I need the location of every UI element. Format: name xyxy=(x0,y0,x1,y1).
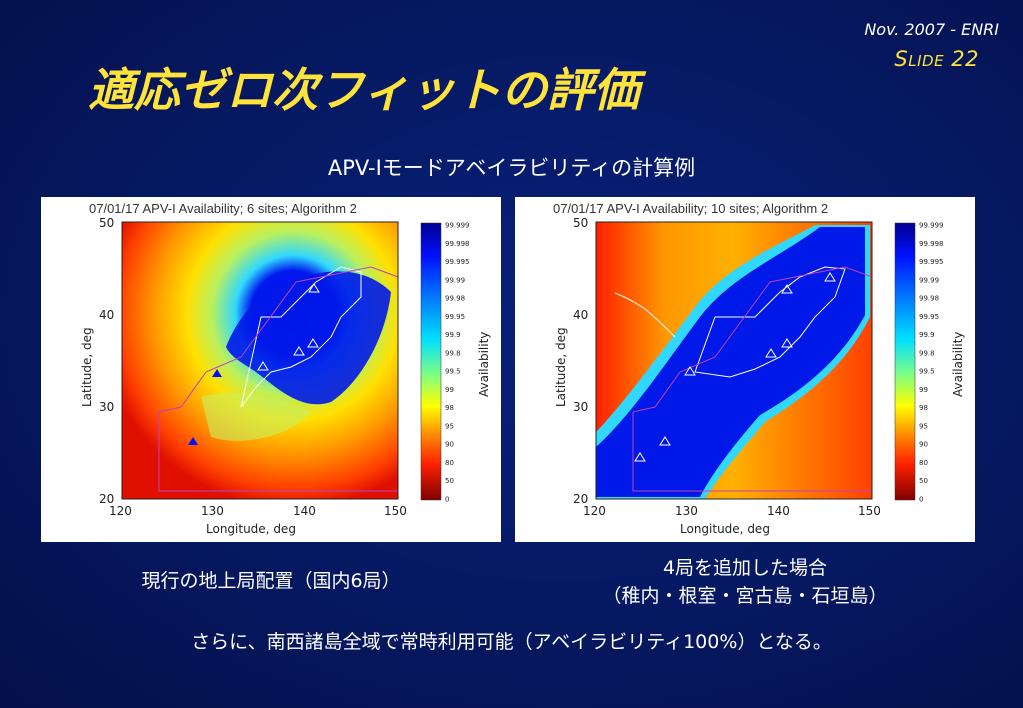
colorbar-tick-label: 99.998 xyxy=(445,240,470,248)
caption-current-stations: 現行の地上局配置（国内6局） xyxy=(41,567,501,595)
x-tick: 120 xyxy=(583,504,606,518)
colorbar-tick-label: 99.8 xyxy=(445,349,461,357)
colorbar-tick-label: 95 xyxy=(445,422,454,430)
slide-subtitle: APV-Iモードアベイラビリティの計算例 xyxy=(327,156,696,180)
caption-line: （稚内・根室・宮古島・石垣島） xyxy=(602,585,888,607)
y-tick: 20 xyxy=(573,492,588,506)
colorbar-tick-label: 99.5 xyxy=(445,368,461,376)
colorbar-tick-label: 99 xyxy=(919,386,928,394)
x-tick: 140 xyxy=(293,504,316,518)
slide-date: Nov. 2007 - ENRI xyxy=(864,20,999,39)
colorbar-tick-label: 99.995 xyxy=(919,258,944,266)
colorbar-tick-label: 99.95 xyxy=(445,313,465,321)
colorbar-tick-label: 99.5 xyxy=(919,368,935,376)
map-title: 07/01/17 APV-I Availability; 10 sites; A… xyxy=(553,201,828,216)
slide-number-prefix: S xyxy=(894,47,909,71)
colorbar-label: Availability xyxy=(477,332,491,397)
colorbar-tick-label: 99.998 xyxy=(919,240,944,248)
x-axis-label: Longitude, deg xyxy=(206,522,296,536)
slide-footer: さらに、南西諸島全域で常時利用可能（アベイラビリティ100%）となる。 xyxy=(191,631,832,653)
colorbar-tick-label: 98 xyxy=(919,404,928,412)
y-tick: 50 xyxy=(99,216,114,230)
colorbar-ticks: 99.999 99.998 99.995 99.99 99.98 99.95 99.9 99.… xyxy=(445,222,470,504)
y-tick: 30 xyxy=(573,400,588,414)
availability-map-1: 07/01/17 APV-I Availability; 6 sites; Al… xyxy=(80,201,491,536)
availability-map-panel-2: 07/01/17 APV-I Availability; 10 sites; A… xyxy=(515,197,975,542)
x-tick: 120 xyxy=(109,504,132,518)
y-tick: 40 xyxy=(573,308,588,322)
colorbar-tick-label: 0 xyxy=(919,496,923,504)
y-axis-label: Latitude, deg xyxy=(554,327,568,407)
colorbar-tick-label: 99.98 xyxy=(919,295,939,303)
x-tick: 150 xyxy=(384,504,407,518)
colorbar-tick-label: 99.999 xyxy=(445,222,470,230)
colorbar-tick-label: 99.99 xyxy=(919,276,939,284)
colorbar-tick-label: 50 xyxy=(445,477,454,485)
colorbar-tick-label: 90 xyxy=(445,441,454,449)
colorbar-tick-label: 99.8 xyxy=(919,349,935,357)
colorbar-label: Availability xyxy=(951,332,965,397)
x-tick: 130 xyxy=(675,504,698,518)
availability-map-2: 07/01/17 APV-I Availability; 10 sites; A… xyxy=(553,201,965,536)
colorbar-tick-label: 80 xyxy=(919,459,928,467)
colorbar-tick-label: 99.98 xyxy=(445,295,465,303)
colorbar-tick-label: 99.9 xyxy=(445,331,461,339)
slide-number: SLIDE 22 xyxy=(894,47,979,71)
availability-map-panel-1: 07/01/17 APV-I Availability; 6 sites; Al… xyxy=(41,197,501,542)
slide-number-prefix-small: LIDE xyxy=(908,52,945,70)
colorbar-tick-label: 98 xyxy=(445,404,454,412)
colorbar-tick-label: 90 xyxy=(919,441,928,449)
colorbar-tick-label: 99.99 xyxy=(445,276,465,284)
colorbar-tick-label: 50 xyxy=(919,477,928,485)
x-axis-label: Longitude, deg xyxy=(680,522,770,536)
colorbar-tick-label: 99 xyxy=(445,386,454,394)
colorbar-tick-label: 99.999 xyxy=(919,222,944,230)
y-tick: 50 xyxy=(573,216,588,230)
x-tick: 140 xyxy=(767,504,790,518)
x-tick: 150 xyxy=(858,504,881,518)
y-tick: 40 xyxy=(99,308,114,322)
colorbar-tick-label: 99.995 xyxy=(445,258,470,266)
slide-title: 適応ゼロ次フィットの評価 xyxy=(88,63,640,117)
colorbar-tick-label: 99.9 xyxy=(919,331,935,339)
colorbar-tick-label: 0 xyxy=(445,496,449,504)
slide-number-value: 22 xyxy=(951,47,979,71)
caption-line: 現行の地上局配置（国内6局） xyxy=(141,570,401,592)
y-tick: 30 xyxy=(99,400,114,414)
map-title: 07/01/17 APV-I Availability; 6 sites; Al… xyxy=(89,201,357,216)
x-tick: 130 xyxy=(201,504,224,518)
caption-line: 4局を追加した場合 xyxy=(662,557,828,579)
colorbar-tick-label: 95 xyxy=(919,422,928,430)
colorbar-tick-label: 80 xyxy=(445,459,454,467)
colorbar-ticks: 99.999 99.998 99.995 99.99 99.98 99.95 99.9 99.… xyxy=(919,222,944,504)
caption-added-stations: 4局を追加した場合 （稚内・根室・宮古島・石垣島） xyxy=(515,554,975,610)
y-axis-label: Latitude, deg xyxy=(80,327,94,407)
y-tick: 20 xyxy=(99,492,114,506)
colorbar-tick-label: 99.95 xyxy=(919,313,939,321)
